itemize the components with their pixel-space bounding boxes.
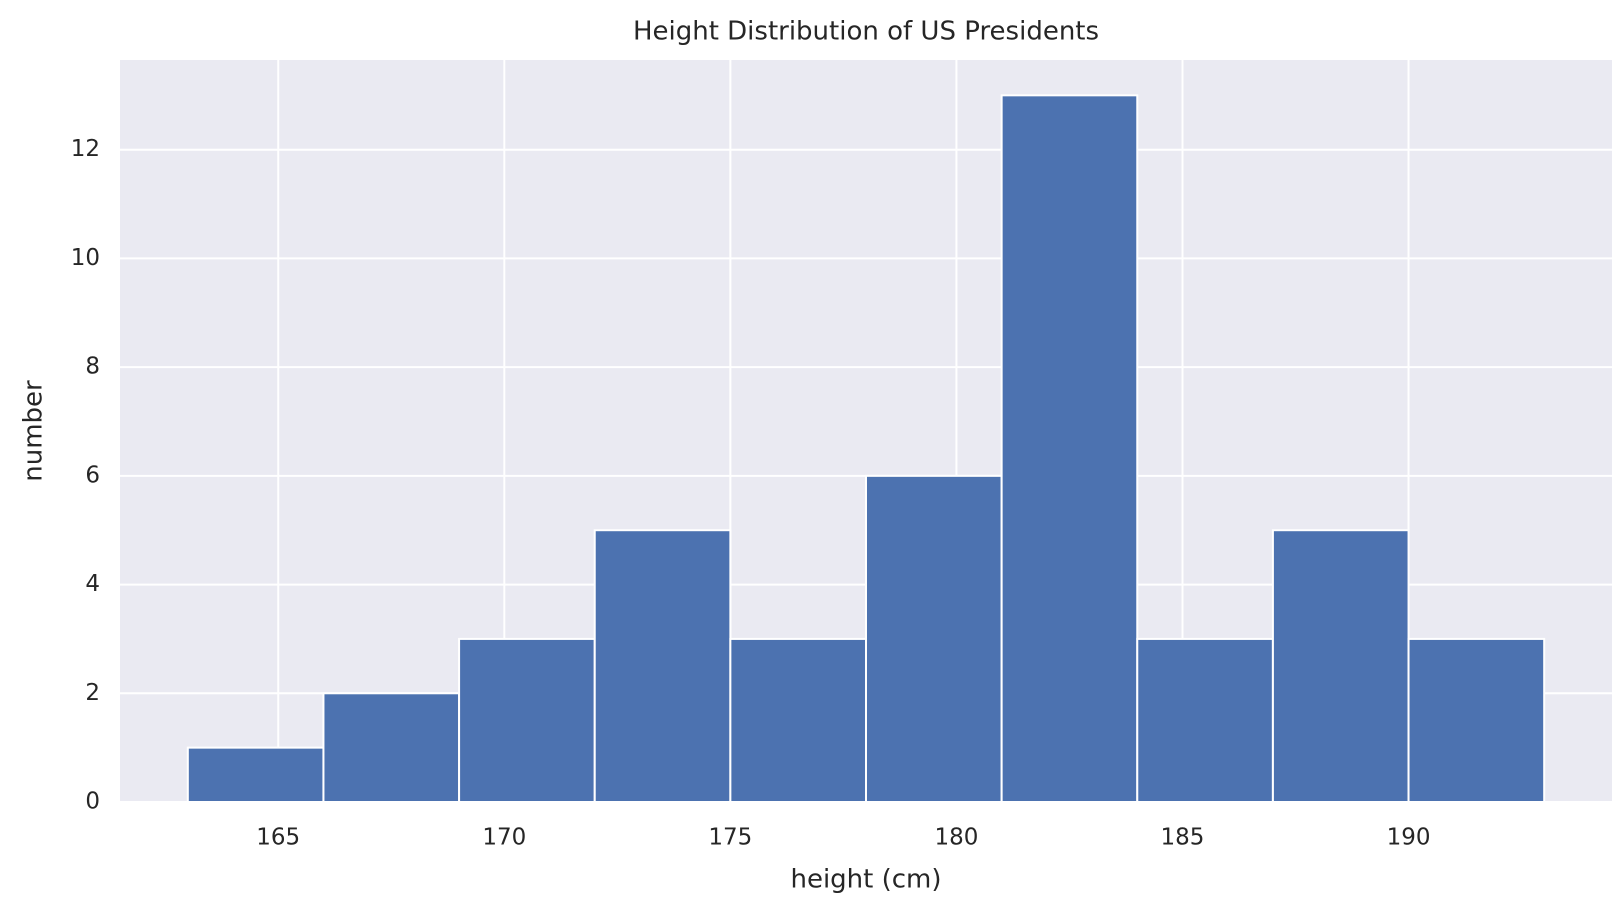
bar xyxy=(1271,529,1410,803)
bar xyxy=(865,474,1003,803)
bar xyxy=(1407,637,1546,804)
bar xyxy=(458,637,596,804)
y-tick-label: 10 xyxy=(71,245,100,271)
chart-title: Height Distribution of US Presidents xyxy=(633,17,1099,47)
bar xyxy=(1000,94,1139,804)
bar xyxy=(1136,637,1274,804)
bar xyxy=(593,529,732,803)
y-tick-label: 0 xyxy=(85,789,100,815)
x-tick-label: 190 xyxy=(1387,825,1431,851)
x-axis-label: height (cm) xyxy=(790,865,941,895)
bar xyxy=(322,692,461,803)
bar xyxy=(186,746,325,804)
x-tick-label: 180 xyxy=(934,825,978,851)
x-tick-label: 185 xyxy=(1161,825,1205,851)
x-tick-label: 170 xyxy=(482,825,526,851)
y-tick-label: 8 xyxy=(85,354,100,380)
y-tick-label: 6 xyxy=(85,462,100,488)
y-tick-label: 12 xyxy=(71,136,100,162)
y-tick-label: 2 xyxy=(85,680,100,706)
y-axis-label: number xyxy=(19,380,49,482)
x-tick-label: 175 xyxy=(708,825,752,851)
x-tick-label: 165 xyxy=(256,825,300,851)
bar xyxy=(729,637,868,804)
y-tick-label: 4 xyxy=(85,571,100,597)
